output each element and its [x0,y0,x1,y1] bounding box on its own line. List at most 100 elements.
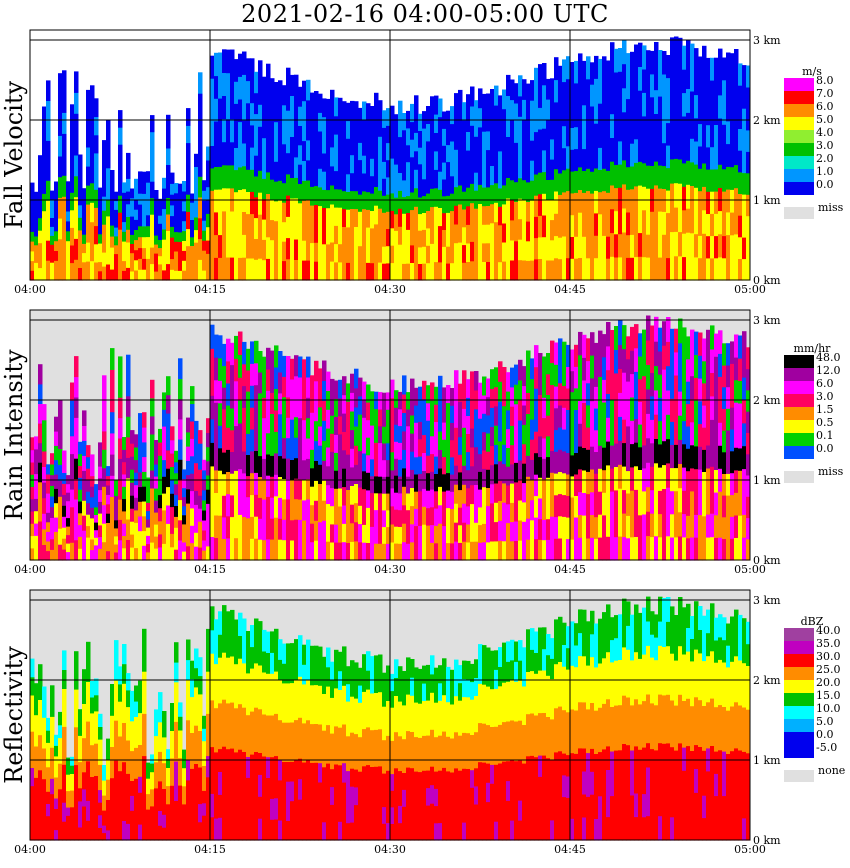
heatmap-cell [482,376,487,396]
heatmap-cell [674,182,679,208]
heatmap-cell [274,121,279,142]
heatmap-cell [498,243,503,263]
heatmap-cell [458,454,463,473]
heatmap-cell [534,152,539,175]
heatmap-cell [162,208,167,220]
heatmap-cell [546,497,551,520]
heatmap-cell [218,143,223,167]
heatmap-cell [106,247,111,265]
heatmap-cell [74,437,79,459]
heatmap-cell [314,147,319,168]
heatmap-cell [114,191,119,202]
heatmap-cell [578,354,583,379]
heatmap-cell [742,331,747,355]
heatmap-cell [706,537,711,561]
heatmap-cell [482,523,487,543]
heatmap-cell [358,159,363,178]
heatmap-cell [282,104,287,125]
heatmap-cell [78,813,83,828]
heatmap-cell [154,488,159,501]
heatmap-cell [182,758,187,769]
heatmap-cell [378,118,383,137]
heatmap-cell [310,684,315,705]
heatmap-cell [522,179,527,201]
heatmap-cell [390,707,395,725]
heatmap-cell [570,214,575,237]
heatmap-cell [346,209,351,228]
heatmap-cell [138,247,143,259]
heatmap-cell [298,241,303,262]
heatmap-cell [38,699,43,718]
heatmap-cell [90,776,95,793]
heatmap-cell [114,271,119,281]
heatmap-cell [290,662,295,684]
heatmap-cell [594,55,599,79]
heatmap-cell [730,428,735,452]
heatmap-cell [478,820,483,841]
heatmap-cell [682,350,687,375]
heatmap-cell [62,238,67,260]
heatmap-cell [242,363,247,387]
heatmap-cell [258,643,263,666]
heatmap-cell [222,473,227,496]
heatmap-cell [318,540,323,561]
heatmap-cell [198,93,203,115]
heatmap-cell [506,484,511,505]
heatmap-cell [262,219,267,240]
heatmap-cell [146,236,151,248]
heatmap-cell [70,806,75,816]
heatmap-cell [582,170,587,193]
heatmap-cell [174,800,179,821]
heatmap-cell [242,407,247,430]
heatmap-cell [738,515,743,539]
heatmap-cell [670,536,675,561]
heatmap-cell [210,395,215,420]
heatmap-cell [158,271,163,281]
heatmap-cell [402,504,407,524]
heatmap-cell [390,790,395,808]
heatmap-cell [642,352,647,377]
heatmap-cell [430,435,435,455]
heatmap-cell [306,438,311,459]
heatmap-cell [398,509,403,527]
heatmap-cell [382,409,387,427]
heatmap-cell [110,824,115,841]
heatmap-cell [654,511,659,537]
heatmap-cell [110,746,115,763]
heatmap-cell [162,801,167,815]
heatmap-cell [422,144,427,163]
heatmap-cell [206,713,211,735]
heatmap-cell [194,242,199,256]
heatmap-cell [622,87,627,113]
heatmap-cell [626,470,631,494]
heatmap-cell [338,505,343,525]
heatmap-cell [158,198,163,208]
heatmap-cell [450,140,455,159]
heatmap-cell [226,679,231,704]
heatmap-cell [486,469,491,488]
heatmap-cell [530,240,535,261]
heatmap-cell [210,793,215,818]
heatmap-cell [58,155,63,178]
heatmap-cell [742,445,747,470]
heatmap-cell [650,325,655,350]
heatmap-cell [234,619,239,643]
heatmap-cell [306,356,311,378]
heatmap-cell [322,500,327,521]
heatmap-cell [282,722,287,743]
heatmap-cell [186,799,191,821]
heatmap-cell [378,244,383,263]
heatmap-cell [218,257,223,281]
legend-swatch [784,446,814,459]
heatmap-cell [430,382,435,401]
heatmap-cell [554,516,559,539]
heatmap-cell [462,714,467,733]
heatmap-cell [206,460,211,476]
heatmap-cell [218,234,223,258]
heatmap-cell [566,538,571,561]
heatmap-cell [470,681,475,700]
heatmap-cell [374,475,379,494]
heatmap-cell [474,541,479,561]
heatmap-cell [574,214,579,237]
heatmap-cell [586,56,591,80]
